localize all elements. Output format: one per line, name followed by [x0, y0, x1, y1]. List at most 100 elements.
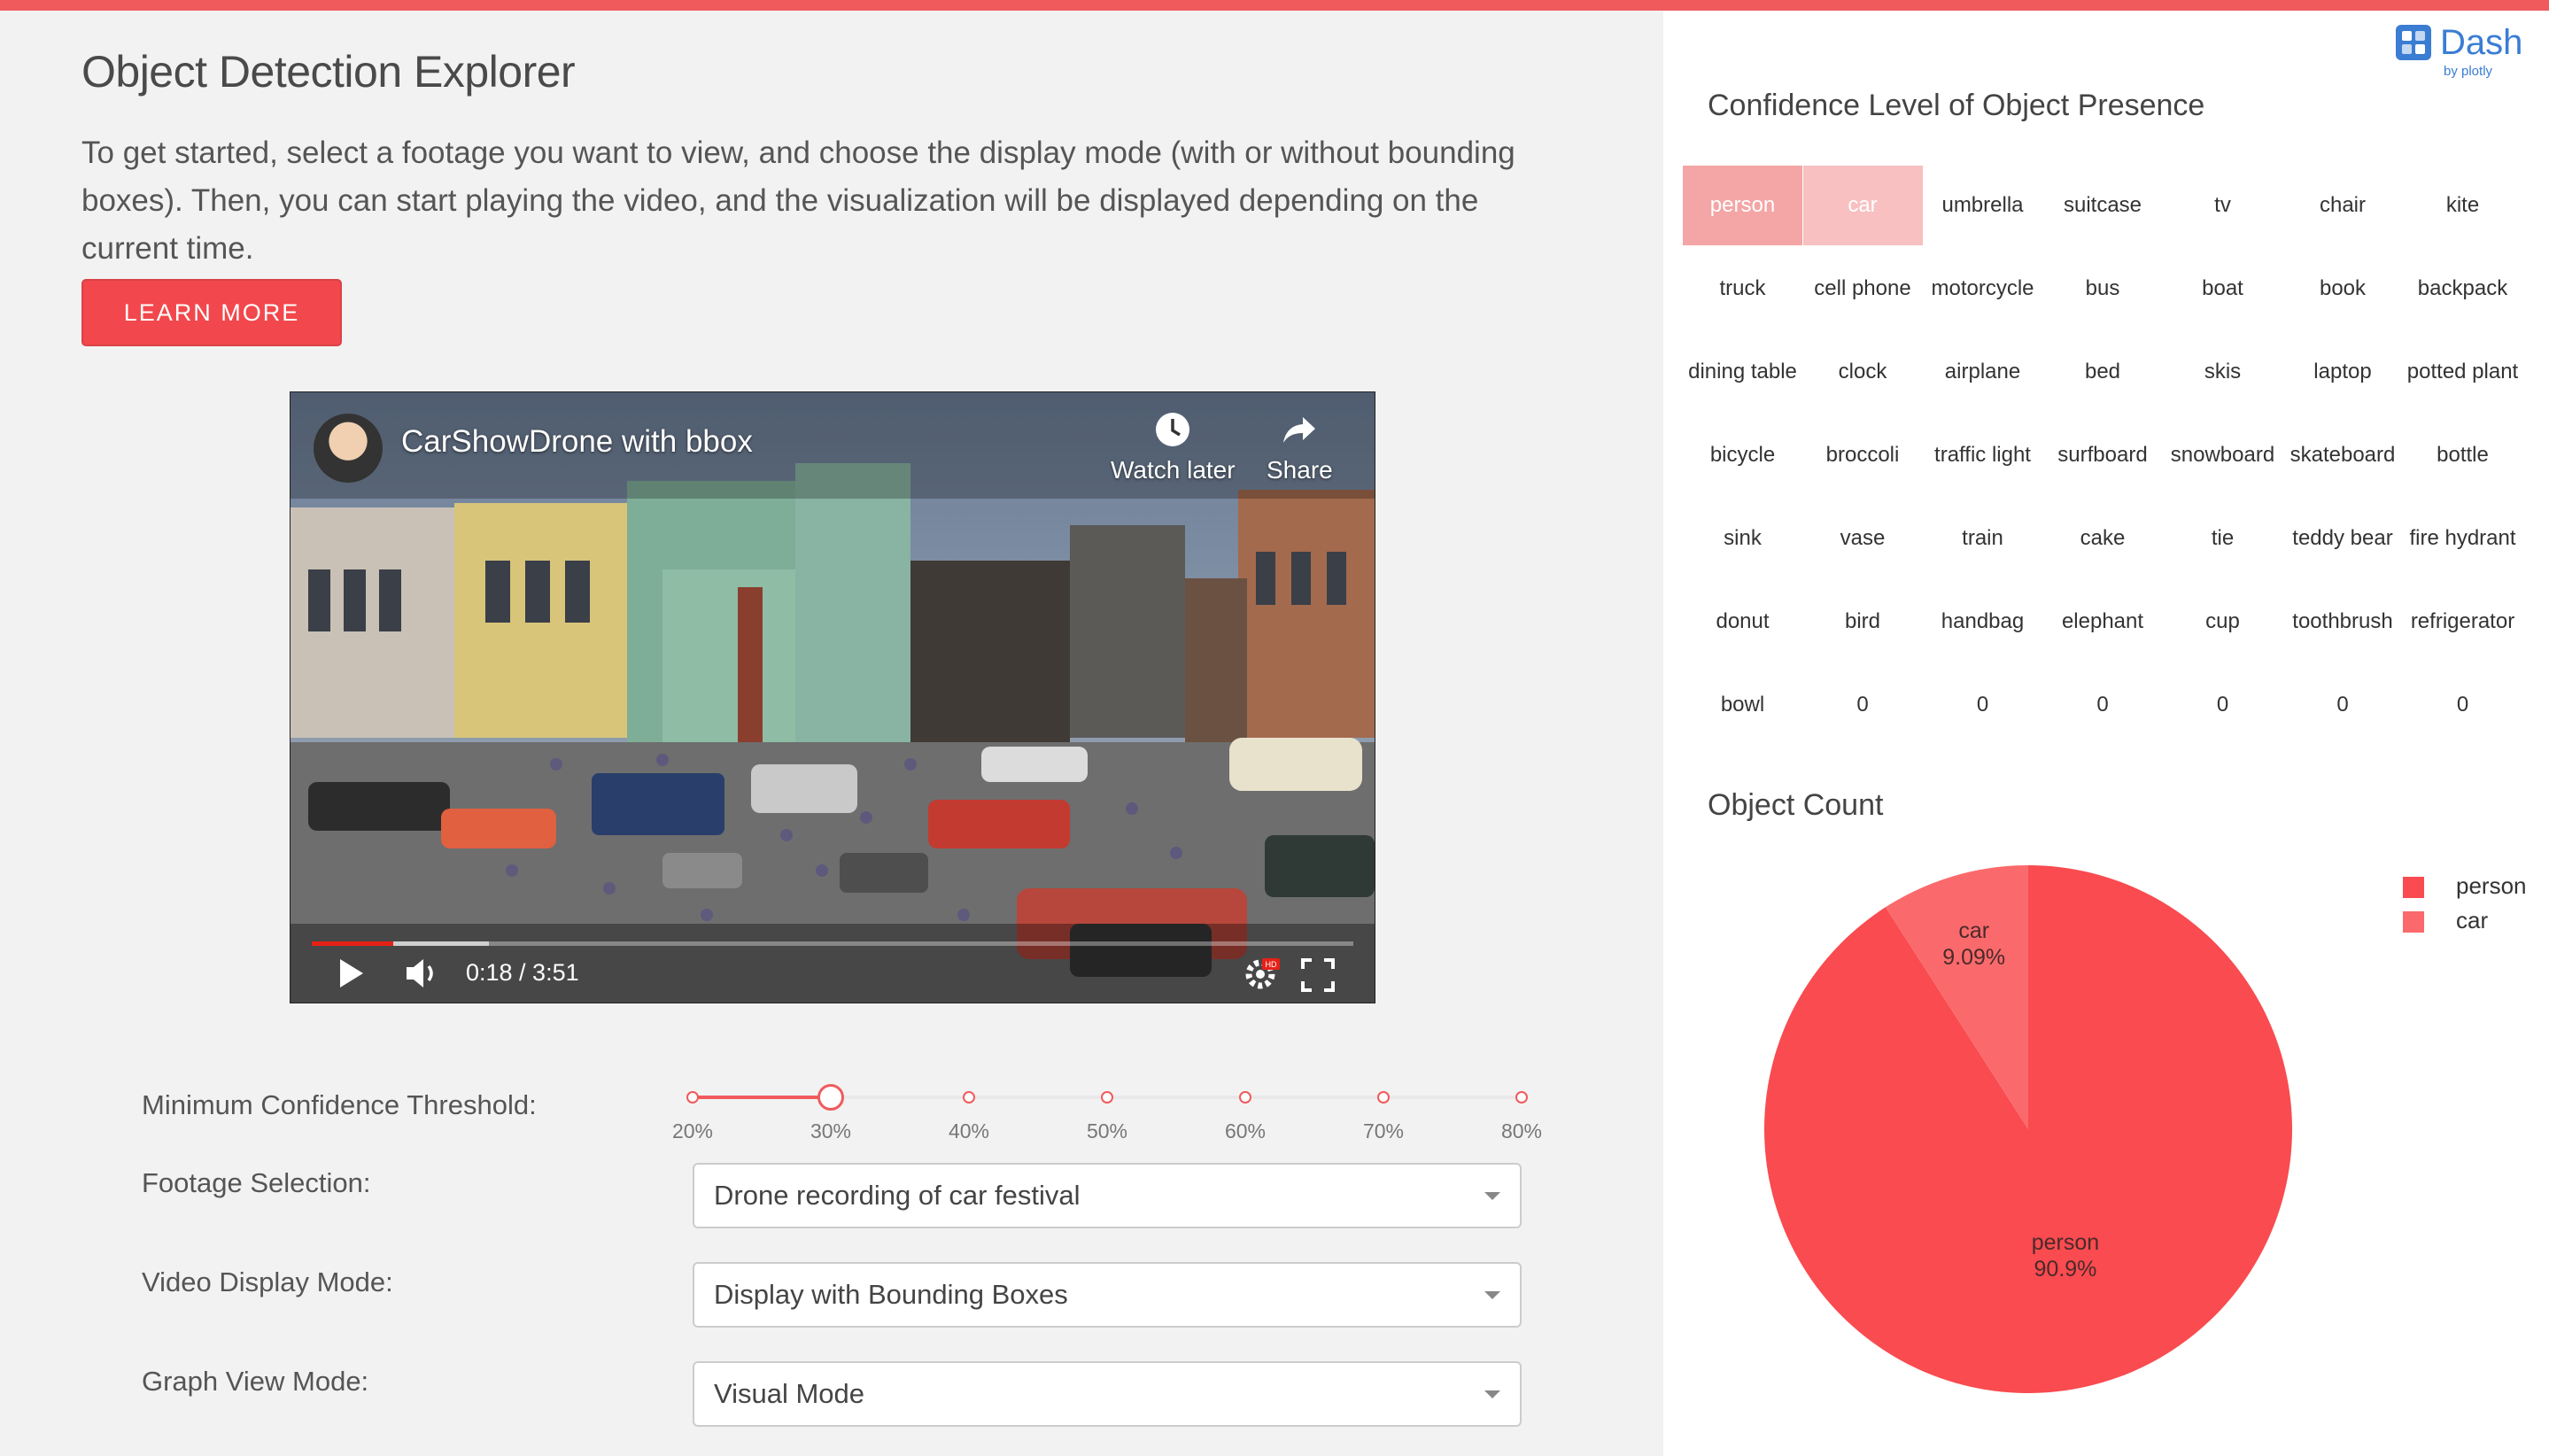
heatmap-cell[interactable]: vase — [1840, 526, 1886, 550]
display-mode-label: Video Display Mode: — [142, 1266, 393, 1297]
footage-value: Drone recording of car festival — [714, 1180, 1081, 1211]
threshold-label: Minimum Confidence Threshold: — [142, 1089, 537, 1120]
footage-label: Footage Selection: — [142, 1167, 371, 1198]
volume-icon[interactable] — [404, 956, 443, 991]
heatmap-cell[interactable]: bed — [2084, 360, 2121, 383]
heatmap-cell[interactable]: 0 — [2456, 693, 2469, 716]
heatmap-cell[interactable]: boat — [2202, 276, 2243, 300]
slider-mark-dot[interactable] — [686, 1091, 699, 1104]
heatmap-cell[interactable]: snowboard — [2170, 443, 2275, 467]
slider-mark-dot[interactable] — [1239, 1091, 1251, 1104]
heatmap-cell[interactable]: cake — [2080, 526, 2126, 550]
dash-logo-byline: by plotly — [2444, 64, 2493, 79]
heatmap-cell[interactable]: backpack — [2417, 276, 2508, 300]
heatmap-cell[interactable]: broccoli — [1825, 443, 1900, 467]
watch-later-label: Watch later — [1111, 456, 1236, 484]
share-button[interactable]: Share — [1267, 410, 1333, 484]
pie-label-person: person 90.9% — [2031, 1229, 2100, 1282]
heatmap-cell[interactable]: train — [1962, 526, 2003, 550]
heatmap-cell[interactable]: surfboard — [2057, 443, 2148, 467]
heatmap-cell[interactable]: sink — [1724, 526, 1762, 550]
progress-played — [312, 941, 393, 946]
settings-icon[interactable]: HD — [1243, 955, 1282, 994]
watch-later-button[interactable]: Watch later — [1111, 410, 1236, 484]
pie-slice-car[interactable] — [1885, 865, 2028, 1129]
legend-swatch — [2403, 911, 2424, 933]
heatmap-title: Confidence Level of Object Presence — [1708, 89, 2205, 122]
video-frame — [291, 392, 1375, 1003]
heatmap-cell[interactable]: refrigerator — [2410, 609, 2515, 633]
heatmap-cell[interactable]: bird — [1844, 609, 1881, 633]
slider-mark-dot[interactable] — [963, 1091, 975, 1104]
confidence-threshold-slider[interactable]: 20% 30% 40% 50% 60% 70% 80% — [672, 1080, 1542, 1142]
heatmap-cell[interactable]: 0 — [2336, 693, 2349, 716]
heatmap-cell[interactable]: toothbrush — [2292, 609, 2393, 633]
slider-mark-label: 20% — [671, 1119, 714, 1142]
heatmap-cell[interactable]: 0 — [1856, 693, 1869, 716]
heatmap-cell[interactable]: elephant — [2061, 609, 2144, 633]
heatmap-cell[interactable]: chair — [2319, 193, 2367, 217]
video-title[interactable]: CarShowDrone with bbox — [401, 424, 753, 459]
pie-chart-title: Object Count — [1708, 788, 1884, 822]
graph-mode-value: Visual Mode — [714, 1378, 865, 1409]
heatmap-cell[interactable]: handbag — [1941, 609, 2025, 633]
intro-text: To get started, select a footage you wan… — [81, 136, 1515, 266]
chevron-down-icon — [1484, 1192, 1500, 1200]
heatmap-cell[interactable]: potted plant — [2406, 360, 2519, 383]
video-progress-bar[interactable] — [312, 941, 1353, 946]
display-mode-dropdown[interactable]: Display with Bounding Boxes — [693, 1262, 1522, 1328]
dash-logo[interactable]: Dash by plotly — [2396, 23, 2537, 81]
heatmap-cell[interactable]: airplane — [1944, 360, 2021, 383]
heatmap-cell[interactable]: teddy bear — [2292, 526, 2393, 550]
heatmap-cell[interactable]: 0 — [1976, 693, 1989, 716]
heatmap-cell[interactable]: bicycle — [1709, 443, 1776, 467]
slider-mark-label: 70% — [1362, 1119, 1405, 1142]
graph-mode-dropdown[interactable]: Visual Mode — [693, 1361, 1522, 1427]
video-time: 0:18 / 3:51 — [466, 959, 579, 986]
heatmap-cell[interactable]: bottle — [2437, 443, 2489, 467]
heatmap-cell[interactable]: tv — [2214, 193, 2231, 217]
slider-mark-label: 50% — [1086, 1119, 1128, 1142]
heatmap-cell[interactable]: book — [2319, 276, 2367, 300]
heatmap-cell[interactable]: bus — [2085, 276, 2120, 300]
pie-label-car: car 9.09% — [1942, 918, 2006, 971]
footage-dropdown[interactable]: Drone recording of car festival — [693, 1163, 1522, 1228]
heatmap-cell[interactable]: bowl — [1720, 693, 1765, 716]
heatmap-cell[interactable]: cup — [2205, 609, 2240, 633]
heatmap-cell[interactable]: traffic light — [1934, 443, 2031, 467]
heatmap-cell[interactable]: kite — [2445, 193, 2480, 217]
video-player[interactable]: CarShowDrone with bbox Watch later Share… — [290, 391, 1375, 1003]
slider-fill — [693, 1096, 831, 1099]
chevron-down-icon — [1484, 1291, 1500, 1299]
heatmap-cell[interactable]: car — [1802, 166, 1923, 245]
heatmap-cell[interactable]: 0 — [2216, 693, 2229, 716]
play-icon[interactable] — [337, 956, 367, 990]
heatmap-cell[interactable]: 0 — [2096, 693, 2109, 716]
heatmap-cell[interactable]: skateboard — [2289, 443, 2396, 467]
progress-buffered — [312, 941, 489, 946]
heatmap-cell[interactable]: motorcycle — [1931, 276, 2034, 300]
slider-mark-dot[interactable] — [1377, 1091, 1390, 1104]
heatmap-cell[interactable]: cell phone — [1814, 276, 1911, 300]
heatmap-cell[interactable]: umbrella — [1941, 193, 2024, 217]
heatmap-cell[interactable]: laptop — [2313, 360, 2372, 383]
heatmap-cell[interactable]: clock — [1838, 360, 1887, 383]
heatmap-cell[interactable]: dining table — [1688, 360, 1797, 383]
channel-avatar[interactable] — [314, 414, 383, 483]
share-label: Share — [1267, 456, 1333, 484]
object-count-pie-chart[interactable] — [1754, 855, 2303, 1404]
heatmap-cell[interactable]: suitcase — [2063, 193, 2142, 217]
slider-mark-dot[interactable] — [1515, 1091, 1528, 1104]
slider-mark-label: 40% — [948, 1119, 990, 1142]
slider-handle[interactable] — [817, 1084, 844, 1111]
heatmap-cell[interactable]: fire hydrant — [2409, 526, 2516, 550]
heatmap-cell[interactable]: skis — [2204, 360, 2242, 383]
heatmap-cell[interactable]: person — [1683, 166, 1802, 245]
slider-mark-dot[interactable] — [1101, 1091, 1113, 1104]
heatmap-cell[interactable]: donut — [1716, 609, 1770, 633]
learn-more-button[interactable]: LEARN MORE — [81, 279, 342, 346]
heatmap-cell[interactable]: tie — [2211, 526, 2235, 550]
fullscreen-icon[interactable] — [1300, 957, 1336, 993]
heatmap-cell[interactable]: truck — [1719, 276, 1766, 300]
legend-swatch — [2403, 877, 2424, 898]
